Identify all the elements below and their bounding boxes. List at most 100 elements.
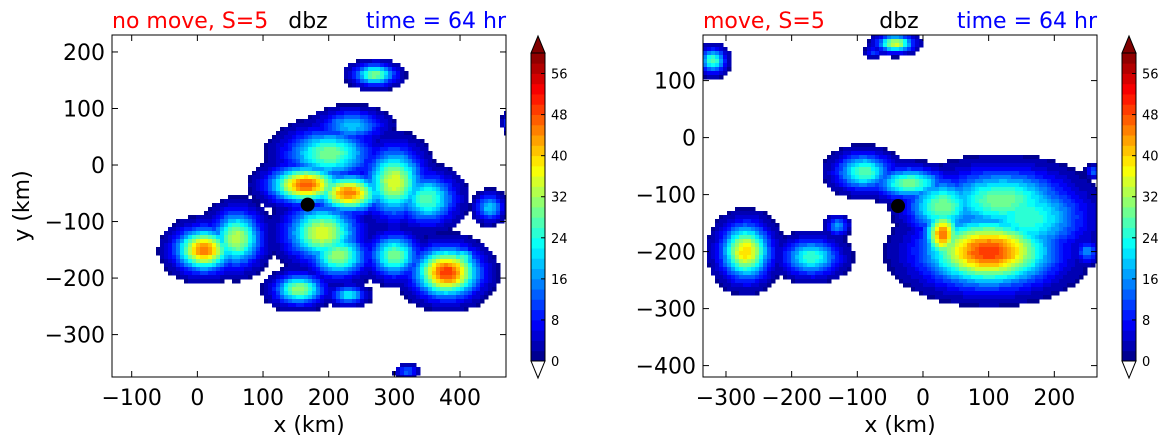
left-field-cell	[352, 83, 357, 88]
left-field-cell	[424, 195, 429, 200]
left-field-cell	[312, 171, 317, 176]
left-field-cell	[472, 299, 477, 304]
right-field-cell	[983, 159, 988, 164]
left-field-cell	[356, 151, 361, 156]
left-field-cell	[272, 299, 277, 304]
left-field-cell	[356, 123, 361, 128]
left-field-cell	[340, 251, 345, 256]
left-field-cell	[380, 235, 385, 240]
left-field-cell	[200, 259, 205, 264]
left-field-cell	[396, 199, 401, 204]
right-field-cell	[919, 247, 924, 252]
right-field-cell	[975, 219, 980, 224]
left-field-cell	[244, 219, 249, 224]
left-field-cell	[352, 179, 357, 184]
left-field-cell	[340, 219, 345, 224]
left-field-cell	[372, 267, 377, 272]
right-field-cell	[947, 207, 952, 212]
left-field-cell	[368, 267, 373, 272]
left-field-cell	[264, 239, 269, 244]
left-field-cell	[368, 71, 373, 76]
left-field-cell	[348, 175, 353, 180]
left-field-cell	[460, 279, 465, 284]
left-field-cell	[372, 207, 377, 212]
left-field-cell	[412, 183, 417, 188]
right-field-cell	[783, 235, 788, 240]
right-field-cell	[831, 187, 836, 192]
right-field-cell	[867, 171, 872, 176]
right-field-cell	[843, 247, 848, 252]
left-plot-frame	[111, 34, 507, 378]
right-field-cell	[1015, 163, 1020, 168]
right-field-cell	[1007, 195, 1012, 200]
left-field-cell	[392, 71, 397, 76]
left-field-cell	[280, 307, 285, 312]
left-field-cell	[360, 183, 365, 188]
right-field-cell	[855, 191, 860, 196]
right-field-cell	[1091, 239, 1096, 244]
left-field-cell	[364, 207, 369, 212]
left-field-cell	[416, 279, 421, 284]
right-field-cell	[967, 219, 972, 224]
right-field-cell	[927, 219, 932, 224]
left-field-cell	[352, 147, 357, 152]
right-field-cell	[1079, 199, 1084, 204]
left-field-cell	[472, 303, 477, 308]
right-field-cell	[887, 207, 892, 212]
right-field-cell	[719, 43, 724, 48]
left-field-cell	[404, 363, 409, 368]
left-field-cell	[436, 295, 441, 300]
left-field-cell	[324, 171, 329, 176]
right-field-cell	[739, 223, 744, 228]
left-field-cell	[344, 291, 349, 296]
left-field-cell	[304, 135, 309, 140]
left-field-cell	[408, 275, 413, 280]
right-field-cell	[1019, 159, 1024, 164]
left-field-cell	[256, 179, 261, 184]
left-field-cell	[316, 259, 321, 264]
left-field-cell	[348, 303, 353, 308]
right-field-cell	[763, 251, 768, 256]
left-field-cell	[344, 287, 349, 292]
right-field-cell	[1055, 175, 1060, 180]
right-field-cell	[907, 239, 912, 244]
right-field-cell	[923, 183, 928, 188]
left-field-cell	[364, 63, 369, 68]
left-field-cell	[260, 219, 265, 224]
right-field-cell	[735, 239, 740, 244]
left-field-cell	[380, 67, 385, 72]
left-field-cell	[324, 111, 329, 116]
left-field-cell	[256, 199, 261, 204]
left-field-cell	[384, 123, 389, 128]
right-field-cell	[847, 183, 852, 188]
right-field-cell	[887, 203, 892, 208]
right-field-cell	[887, 163, 892, 168]
left-field-cell	[316, 191, 321, 196]
left-field-cell	[368, 155, 373, 160]
left-field-cell	[336, 195, 341, 200]
right-field-cell	[1055, 183, 1060, 188]
right-field-cell	[823, 227, 828, 232]
left-field-cell	[436, 167, 441, 172]
left-field-cell	[340, 163, 345, 168]
left-field-cell	[460, 287, 465, 292]
left-field-cell	[284, 287, 289, 292]
left-field-cell	[172, 239, 177, 244]
left-field-cell	[464, 195, 469, 200]
left-field-cell	[428, 167, 433, 172]
right-field-cell	[719, 67, 724, 72]
left-colorbar-tick-label: 0	[551, 355, 559, 370]
left-field-cell	[400, 263, 405, 268]
left-field-cell	[276, 143, 281, 148]
left-field-cell	[284, 223, 289, 228]
left-field-cell	[352, 247, 357, 252]
left-field-cell	[376, 155, 381, 160]
left-field-cell	[224, 223, 229, 228]
left-field-cell	[176, 235, 181, 240]
right-field-cell	[915, 179, 920, 184]
left-field-cell	[380, 187, 385, 192]
left-field-cell	[240, 271, 245, 276]
right-field-cell	[715, 51, 720, 56]
right-field-cell	[1051, 215, 1056, 220]
right-field-cell	[1003, 235, 1008, 240]
